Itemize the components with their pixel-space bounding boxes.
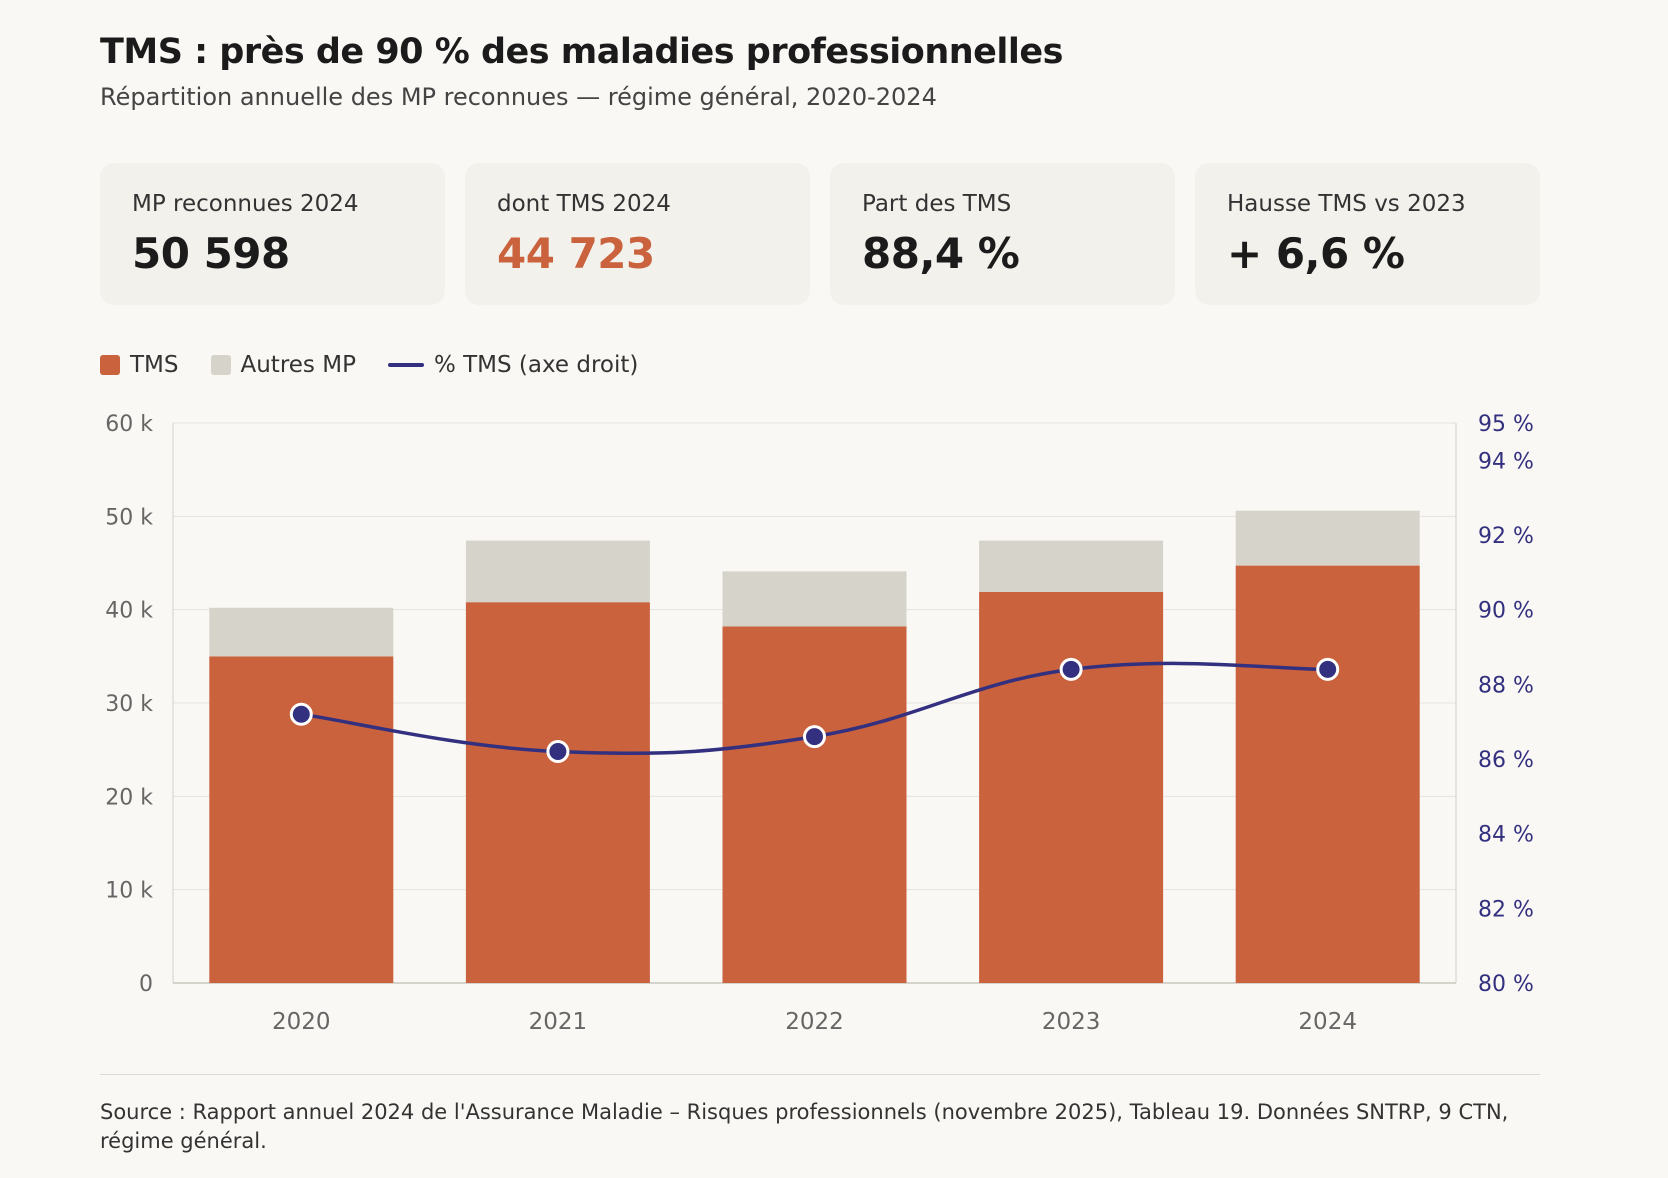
bar-tms [722, 626, 907, 983]
y-right-tick-label: 94 % [1478, 449, 1534, 474]
source-note: Source : Rapport annuel 2024 de l'Assura… [100, 1100, 1509, 1153]
kpi-value: 50 598 [132, 229, 290, 278]
legend-label-autres: Autres MP [240, 352, 356, 378]
kpi-card-tms: dont TMS 2024 44 723 [465, 163, 810, 305]
y-left-tick-label: 60 k [105, 412, 153, 437]
legend-item-pct: % TMS (axe droit) [387, 352, 639, 378]
y-left-tick-label: 0 [139, 972, 153, 997]
kpi-row: MP reconnues 2024 50 598 dont TMS 2024 4… [100, 163, 1540, 305]
footer-divider [100, 1074, 1540, 1075]
bar-autres [465, 540, 650, 603]
bar-autres [722, 571, 907, 627]
pct-point [1059, 657, 1083, 681]
pct-point [289, 702, 313, 726]
bar-tms [465, 602, 650, 983]
legend-item-tms: TMS [100, 352, 179, 378]
y-right-tick-label: 84 % [1478, 823, 1534, 848]
kpi-value: 88,4 % [862, 229, 1020, 278]
pct-point [803, 725, 826, 749]
kpi-label: MP reconnues 2024 [132, 191, 359, 217]
x-tick-label: 2021 [529, 1009, 588, 1035]
pct-point [1316, 657, 1340, 681]
y-right-tick-label: 95 % [1478, 412, 1534, 437]
bar-autres [209, 607, 394, 657]
x-tick-label: 2022 [785, 1009, 844, 1035]
bar-tms [979, 591, 1164, 983]
legend-label-tms: TMS [130, 352, 179, 378]
y-left-tick-label: 50 k [105, 505, 153, 530]
legend-swatch-autres [210, 355, 231, 375]
kpi-card-share: Part des TMS 88,4 % [830, 163, 1175, 305]
bar-autres [1235, 510, 1420, 566]
y-right-tick-label: 80 % [1478, 972, 1534, 997]
chart-title: TMS : près de 90 % des maladies professi… [100, 32, 1063, 72]
x-tick-label: 2020 [272, 1009, 331, 1035]
y-left-tick-label: 40 k [105, 599, 153, 624]
y-left-tick-label: 20 k [105, 785, 153, 810]
x-tick-label: 2024 [1298, 1009, 1357, 1035]
legend-swatch-tms [100, 355, 120, 375]
chart-subtitle: Répartition annuelle des MP reconnues — … [100, 83, 937, 111]
kpi-card-growth: Hausse TMS vs 2023 + 6,6 % [1195, 163, 1540, 305]
kpi-label: dont TMS 2024 [497, 191, 671, 217]
y-right-tick-label: 86 % [1478, 748, 1534, 773]
y-right-tick-label: 92 % [1478, 524, 1534, 549]
y-right-tick-label: 90 % [1478, 599, 1534, 624]
y-left-tick-label: 30 k [105, 692, 153, 717]
bar-tms [1235, 565, 1420, 983]
bar-autres [979, 540, 1164, 592]
legend-line-pct [387, 363, 424, 367]
chart-legend: TMS Autres MP % TMS (axe droit) [100, 352, 670, 378]
kpi-label: Hausse TMS vs 2023 [1227, 191, 1466, 217]
legend-item-autres: Autres MP [210, 352, 356, 378]
y-right-tick-label: 82 % [1478, 897, 1534, 922]
pct-point [546, 740, 570, 764]
kpi-value: 44 723 [497, 229, 655, 278]
kpi-label: Part des TMS [862, 191, 1012, 217]
y-left-tick-label: 10 k [105, 879, 153, 904]
legend-label-pct: % TMS (axe droit) [433, 352, 639, 378]
kpi-value: + 6,6 % [1227, 229, 1405, 278]
x-tick-label: 2023 [1042, 1009, 1101, 1035]
y-right-tick-label: 88 % [1478, 673, 1534, 698]
kpi-card-total: MP reconnues 2024 50 598 [100, 163, 445, 305]
